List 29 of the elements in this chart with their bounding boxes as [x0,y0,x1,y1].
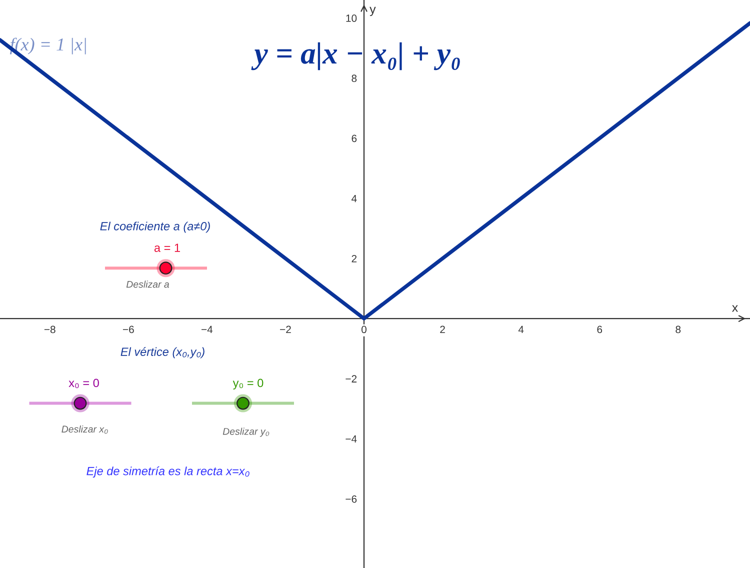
y-tick-label: −4 [346,435,357,443]
x-tick-label: 4 [518,326,524,334]
x-tick-label: 2 [440,326,445,334]
x-axis-title: x [732,305,738,312]
y-tick-label: 10 [346,14,357,22]
y-tick-label: 2 [352,254,357,262]
annotation: y₀ = 0 [232,378,264,390]
annotation: Deslizar x₀ [62,425,108,434]
annotation: Deslizar a [126,280,170,288]
annotation: El vértice (x₀,y₀) [120,347,204,358]
annotation: x₀ = 0 [68,378,99,388]
x-tick-label: 6 [597,326,602,334]
x-tick-label: 8 [676,326,681,334]
x-tick-label: −2 [280,326,291,334]
text: y = a|x − x₀| + y₀ [251,42,460,70]
y-tick-label: −6 [346,495,357,503]
annotation: El coeficiente a (a≠0) [100,222,210,233]
y-tick-label: 4 [352,194,357,202]
x-tick-label: −6 [122,326,134,334]
y-tick-label: 8 [352,74,357,82]
annotation: Deslizar y₀ [222,428,270,437]
y-axis-title: y [370,6,376,16]
x-tick-label: −4 [202,326,213,334]
x-tick-label: −8 [44,326,56,334]
y-tick-label: −2 [346,375,357,382]
annotation: Eje de simetría es la recta x=x₀ [86,466,250,478]
annotation: a = 1 [154,244,180,252]
y-tick-label: 6 [352,134,357,142]
x-tick-label: 0 [362,326,366,334]
